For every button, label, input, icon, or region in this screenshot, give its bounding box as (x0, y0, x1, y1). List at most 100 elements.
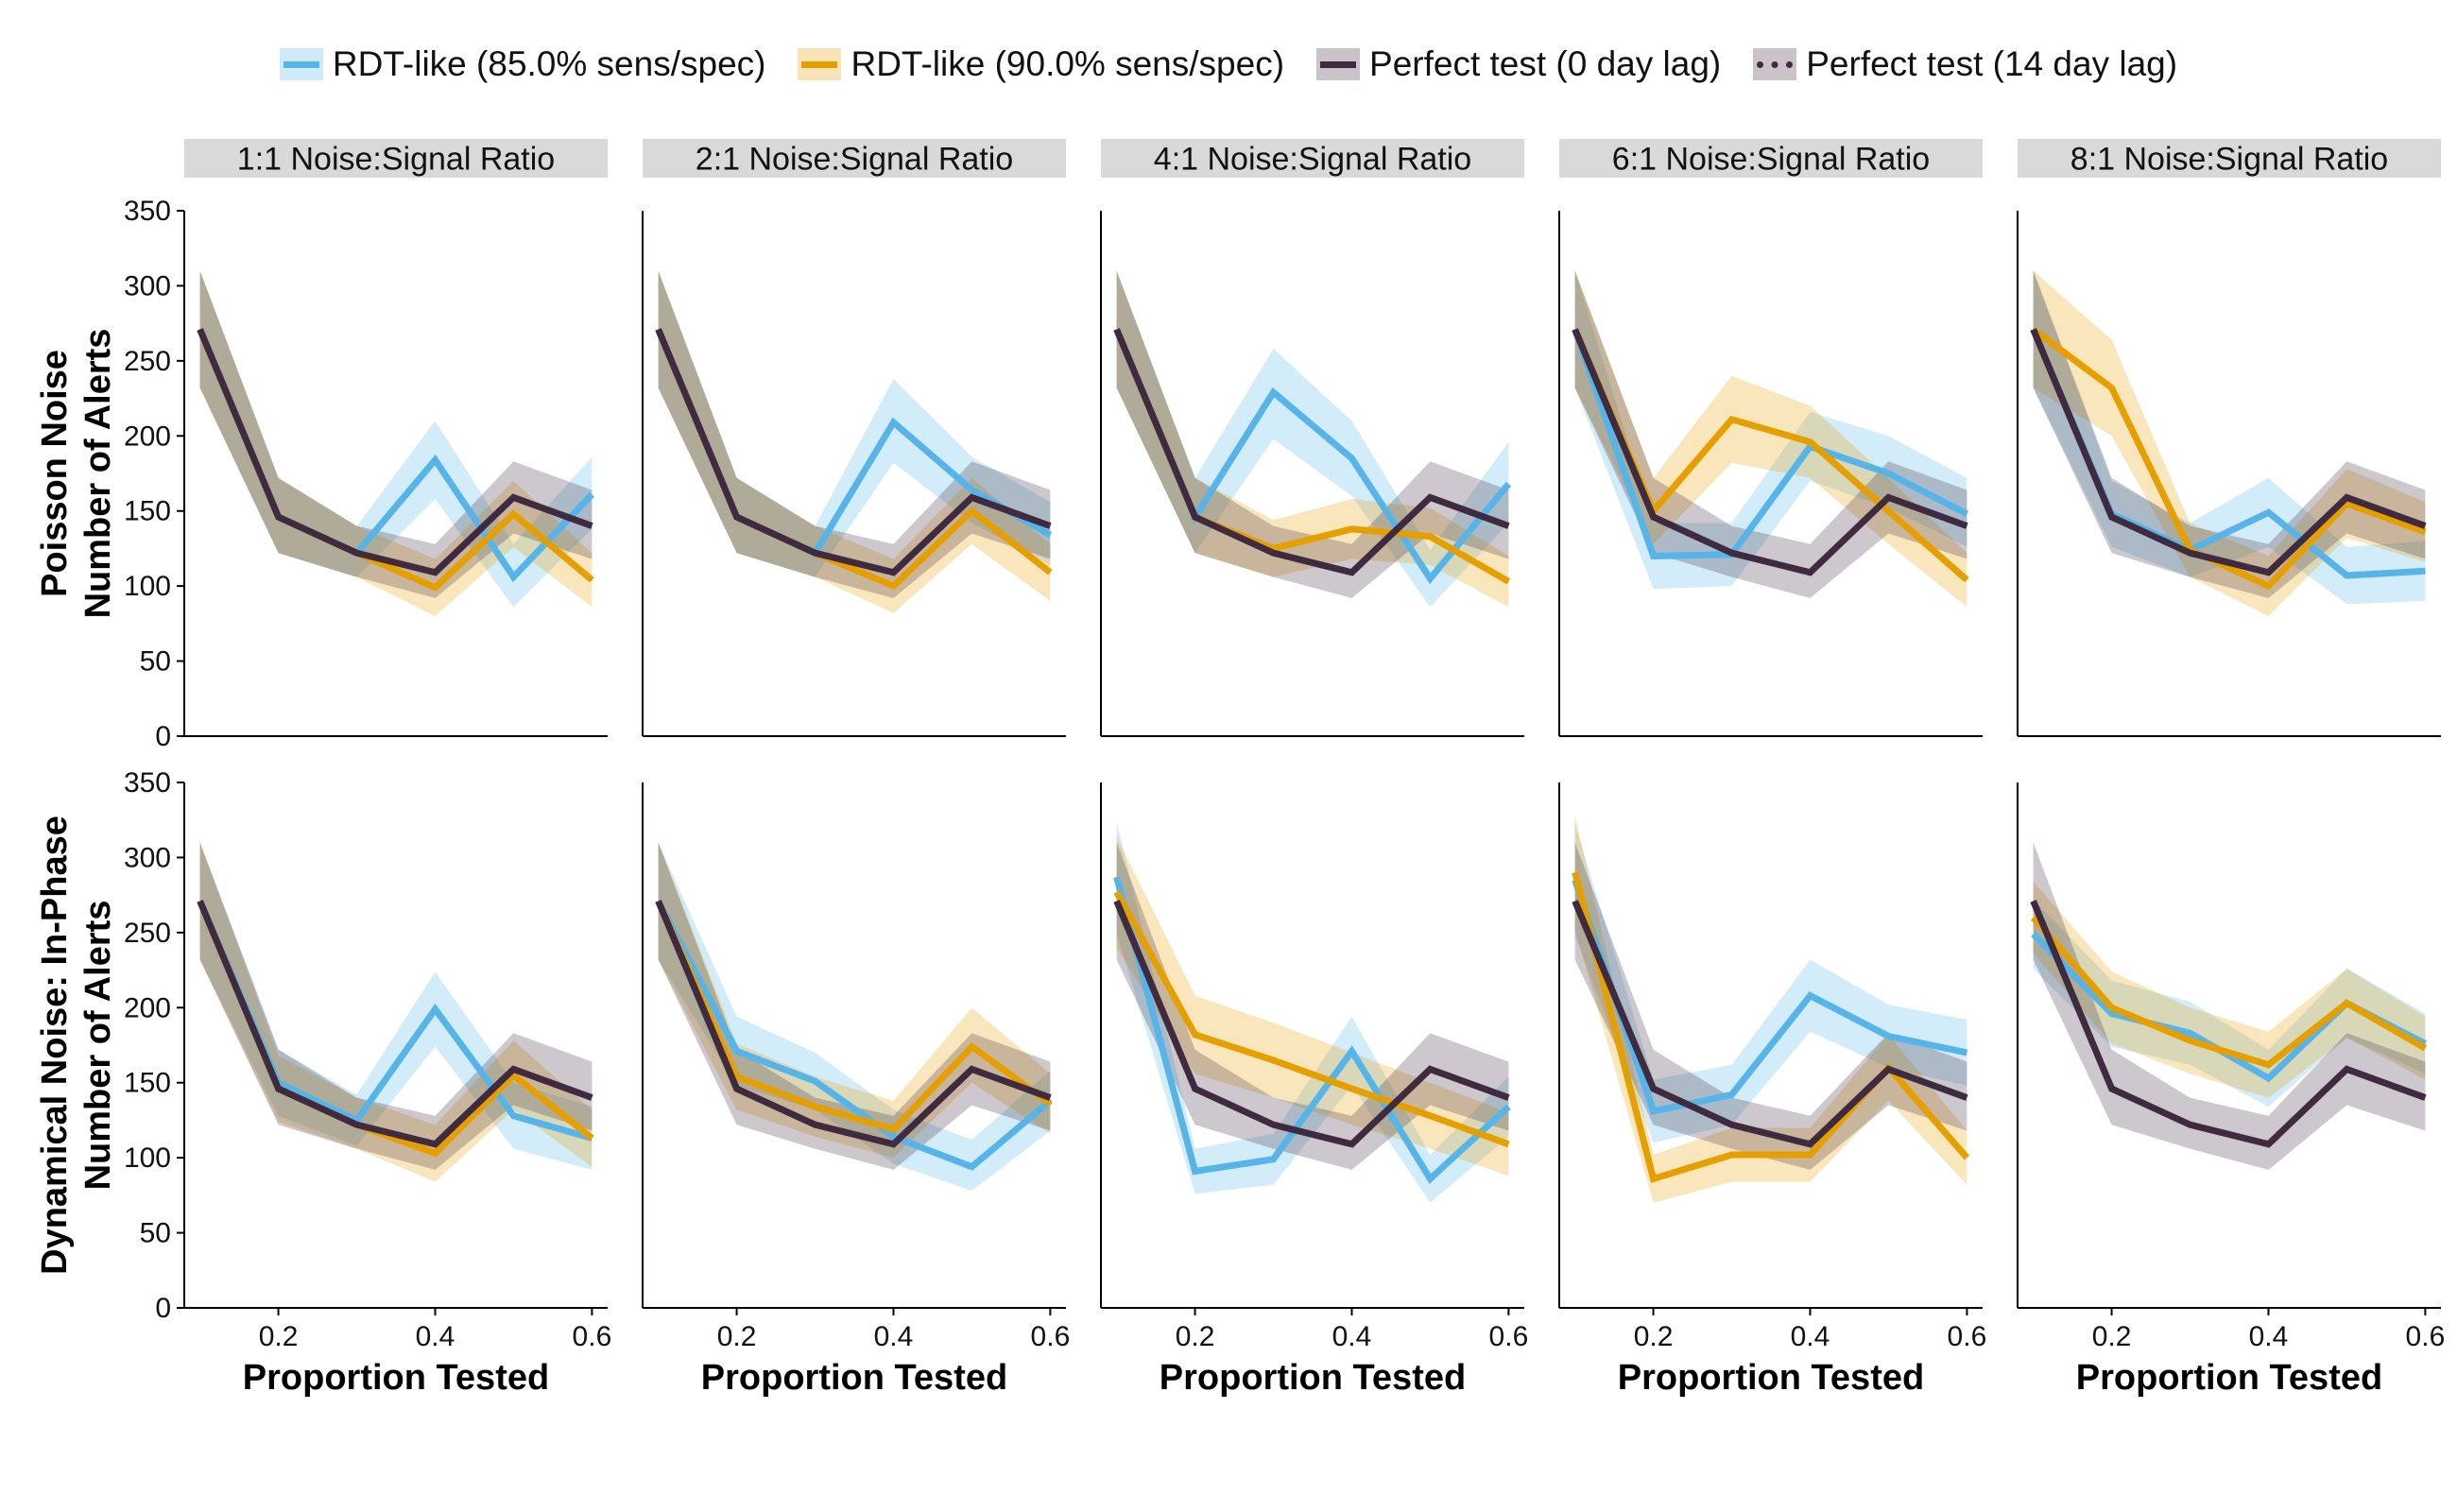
x-axis-title: Proportion Tested (243, 1358, 549, 1398)
facet-strip-4: 6:1 Noise:Signal Ratio (1559, 139, 1983, 178)
y-tick-label: 100 (124, 1143, 171, 1174)
legend-label-perfect-14-lag: Perfect test (14 day lag) (1806, 44, 2178, 83)
panel-r1-c5 (2017, 211, 2441, 737)
facet-strip-2: 2:1 Noise:Signal Ratio (643, 139, 1066, 178)
facet-strip-3: 4:1 Noise:Signal Ratio (1101, 139, 1524, 178)
panel-r2-c1: 0 50 100 150 200 250 300 350 0.2 0.4 0.6 Proportion… (124, 767, 611, 1398)
ribbon-rdt85 (658, 270, 1051, 577)
line-perfect (197, 328, 593, 576)
ribbon-rdt85 (1116, 821, 1509, 1203)
line-rdt90 (1113, 890, 1510, 1148)
legend-key-rdt90-icon (798, 48, 842, 80)
line-perfect (2030, 900, 2427, 1148)
y-tick-label: 150 (124, 496, 171, 527)
line-rdt85 (1113, 876, 1511, 1184)
legend-key-rdt85-icon (279, 48, 323, 80)
x-tick-label: 0.2 (2092, 1321, 2132, 1352)
x-tick-label: 0.6 (1489, 1321, 1529, 1352)
legend-label-rdt85: RDT-like (85.0% sens/spec) (332, 44, 766, 83)
legend-label-rdt90: RDT-like (90.0% sens/spec) (850, 44, 1285, 83)
row-title-line-2: Number of Alerts (78, 901, 118, 1191)
facet-strip-label: 1:1 Noise:Signal Ratio (237, 142, 555, 178)
row-title-2: Dynamical Noise: In-Phase Number of Alert… (35, 816, 118, 1275)
y-tick-label: 300 (124, 270, 171, 301)
row-title-line-1: Dynamical Noise: In-Phase (35, 816, 75, 1275)
facet-strip-label: 8:1 Noise:Signal Ratio (2070, 142, 2388, 178)
x-axis-title: Proportion Tested (1618, 1358, 1924, 1398)
x-tick-label: 0.4 (1332, 1321, 1372, 1352)
panel-r1-c1: 0 50 100 150 200 250 300 350 (124, 196, 608, 752)
x-tick-label: 0.2 (717, 1321, 757, 1352)
y-tick-label: 100 (124, 571, 171, 602)
x-tick-label: 0.2 (1176, 1321, 1215, 1352)
y-tick-label: 200 (124, 992, 171, 1023)
line-perfect (1572, 900, 1968, 1148)
y-tick-label: 350 (124, 767, 171, 799)
y-tick-label: 250 (124, 346, 171, 377)
x-tick-label: 0.6 (2406, 1321, 2446, 1352)
y-tick-label: 350 (124, 196, 171, 227)
x-tick-label: 0.4 (416, 1321, 455, 1352)
x-axis-title: Proportion Tested (1160, 1358, 1466, 1398)
panel-r2-c2: 0.2 0.4 0.6 Proportion Tested (642, 782, 1071, 1398)
x-tick-label: 0.4 (1791, 1321, 1830, 1352)
y-tick-label: 0 (155, 721, 171, 752)
row-title-line-1: Poisson Noise (35, 350, 75, 597)
legend-label-perfect-0-lag: Perfect test (0 day lag) (1369, 44, 1722, 83)
line-rdt90 (655, 900, 1053, 1133)
facet-strip-bg (1559, 139, 1983, 178)
panel-r2-c4: 0.2 0.4 0.6 Proportion Tested (1558, 782, 1987, 1398)
legend-item-perfect-0-lag[interactable]: Perfect test (0 day lag) (1316, 44, 1721, 84)
y-tick-label: 50 (140, 1218, 171, 1249)
y-tick-label: 300 (124, 842, 171, 873)
line-perfect (2030, 328, 2427, 576)
x-tick-label: 0.6 (1948, 1321, 1987, 1352)
y-tick-label: 50 (140, 646, 171, 678)
y-tick-label: 0 (155, 1293, 171, 1324)
facet-strip-label: 2:1 Noise:Signal Ratio (696, 142, 1013, 178)
line-perfect (197, 900, 593, 1148)
x-axis-title: Proportion Tested (2076, 1358, 2382, 1398)
panel-r2-c3: 0.2 0.4 0.6 Proportion Tested (1100, 782, 1529, 1398)
ribbon-rdt85 (1574, 270, 1967, 590)
line-rdt90 (1572, 871, 1970, 1183)
line-perfect (1113, 328, 1510, 576)
x-tick-label: 0.2 (259, 1321, 299, 1352)
legend: RDT-like (85.0% sens/spec) RDT-like (90.… (0, 38, 2457, 91)
x-tick-label: 0.6 (1031, 1321, 1071, 1352)
facet-strip-bg (2018, 139, 2441, 178)
ribbon-rdt90 (2033, 881, 2426, 1098)
y-tick-label: 150 (124, 1068, 171, 1099)
facet-strip-5: 8:1 Noise:Signal Ratio (2018, 139, 2441, 178)
facet-strip-label: 6:1 Noise:Signal Ratio (1612, 142, 1930, 178)
y-tick-label: 200 (124, 421, 171, 452)
facet-strip-label: 4:1 Noise:Signal Ratio (1154, 142, 1471, 178)
panel-r2-c5: 0.2 0.4 0.6 Proportion Tested (2017, 782, 2446, 1398)
x-tick-label: 0.6 (573, 1321, 612, 1352)
legend-item-perfect-14-lag[interactable]: Perfect test (14 day lag) (1753, 44, 2177, 84)
line-rdt90 (2031, 326, 2427, 591)
facet-strip-bg (1101, 139, 1524, 178)
line-perfect (655, 328, 1052, 576)
panel-r1-c2 (642, 211, 1066, 737)
facet-strip-1: 1:1 Noise:Signal Ratio (184, 139, 608, 178)
ribbon-rdt85 (2033, 899, 2426, 1108)
x-tick-label: 0.4 (874, 1321, 914, 1352)
x-tick-label: 0.2 (1634, 1321, 1674, 1352)
panel-r1-c3 (1100, 211, 1524, 737)
legend-key-perfect-14-lag-icon (1753, 48, 1797, 80)
line-perfect (655, 900, 1052, 1148)
x-axis-title: Proportion Tested (701, 1358, 1007, 1398)
ribbon-rdt90 (1574, 815, 1967, 1203)
legend-item-rdt90[interactable]: RDT-like (90.0% sens/spec) (798, 44, 1284, 84)
ribbon-rdt90 (2033, 270, 2426, 616)
line-rdt85 (655, 899, 1053, 1171)
line-perfect (1113, 900, 1510, 1148)
legend-item-rdt85[interactable]: RDT-like (85.0% sens/spec) (279, 44, 766, 84)
facet-strip-bg (184, 139, 608, 178)
line-rdt85 (1572, 879, 1968, 1115)
row-title-line-2: Number of Alerts (78, 329, 118, 619)
line-rdt85 (1572, 328, 1969, 559)
legend-key-perfect-0-lag-icon (1316, 48, 1361, 80)
